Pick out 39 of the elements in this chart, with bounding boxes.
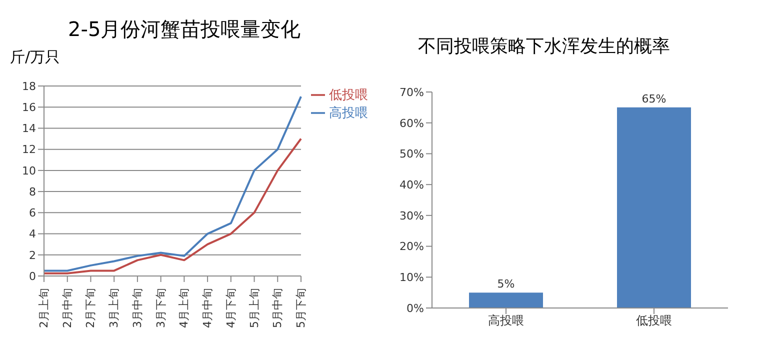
chart-title: 不同投喂策略下水浑发生的概率 <box>418 35 670 58</box>
x-tick-label: 4月中旬 <box>201 288 214 328</box>
y-tick-label: 14 <box>22 122 36 136</box>
y-tick-label: 10 <box>22 164 36 178</box>
x-tick-label: 3月上旬 <box>108 288 121 328</box>
y-tick-label: 20% <box>400 240 424 254</box>
y-axis-title: 斤/万只 <box>10 48 60 67</box>
y-tick-label: 50% <box>400 148 424 161</box>
y-tick-label: 8 <box>29 185 36 198</box>
y-tick-label: 60% <box>400 116 424 130</box>
x-tick-label: 2月上旬 <box>38 288 50 328</box>
y-tick-label: 30% <box>400 209 424 222</box>
y-tick-label: 40% <box>400 178 424 192</box>
y-tick-label: 12 <box>22 143 36 156</box>
y-tick-label: 70% <box>400 86 424 99</box>
chart-title: 2-5月份河蟹苗投喂量变化 <box>68 16 301 43</box>
legend-label: 低投喂 <box>329 88 368 103</box>
y-tick-label: 4 <box>29 228 36 241</box>
y-tick-label: 10% <box>400 271 424 284</box>
x-tick-label: 2月下旬 <box>84 288 98 328</box>
y-tick-label: 0% <box>406 302 424 315</box>
x-tick-label: 高投喂 <box>488 314 524 328</box>
y-tick-label: 0 <box>29 270 36 283</box>
x-tick-label: 5月中旬 <box>271 288 284 328</box>
x-tick-label: 4月上旬 <box>178 288 191 328</box>
x-tick-label: 5月上旬 <box>248 288 261 328</box>
x-tick-label: 2月中旬 <box>60 288 74 328</box>
y-tick-label: 18 <box>22 80 36 93</box>
legend-label: 高投喂 <box>329 106 368 121</box>
y-tick-label: 6 <box>29 206 36 220</box>
data-label: 65% <box>642 92 666 106</box>
x-tick-label: 低投喂 <box>636 314 672 328</box>
x-tick-label: 3月中旬 <box>130 288 144 328</box>
x-tick-label: 5月下旬 <box>294 288 308 328</box>
x-tick-label: 4月下旬 <box>224 288 238 328</box>
y-tick-label: 16 <box>22 101 36 114</box>
y-tick-label: 2 <box>29 248 36 262</box>
data-label: 5% <box>497 278 515 291</box>
x-tick-label: 3月下旬 <box>154 288 168 328</box>
